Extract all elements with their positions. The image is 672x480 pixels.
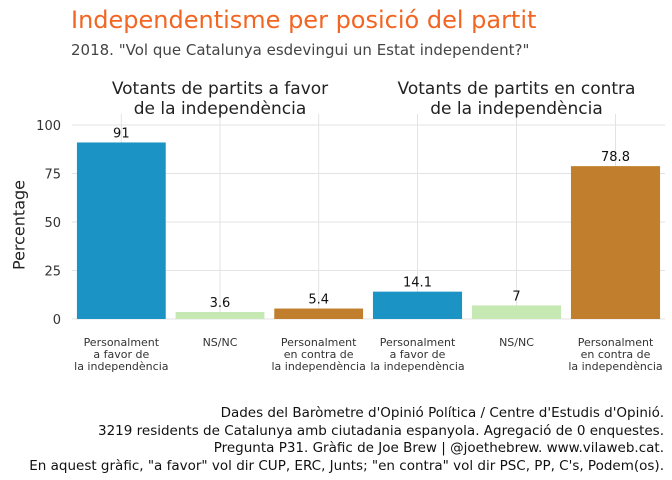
bar — [274, 308, 364, 319]
data-label: 91 — [113, 126, 130, 141]
x-tick-label: la independència — [74, 360, 168, 373]
x-tick-label: la independència — [271, 360, 365, 373]
x-tick-label: Personalment — [380, 336, 456, 349]
caption-line: 3219 residents de Catalunya amb ciutadan… — [98, 422, 664, 439]
bar — [570, 166, 661, 319]
bar — [372, 291, 463, 319]
caption: Dades del Baròmetre d'Opinió Política / … — [29, 405, 664, 475]
panel-title: de la independència — [134, 99, 306, 119]
bar — [76, 142, 166, 319]
x-tick-label: la independència — [370, 360, 464, 373]
data-label: 7 — [512, 289, 520, 304]
data-label: 14.1 — [403, 276, 432, 291]
y-tick-label: 0 — [53, 313, 61, 328]
panel-title: Votants de partits en contra — [398, 79, 636, 99]
x-tick-label: NS/NC — [499, 336, 534, 349]
panel-title: de la independència — [430, 99, 602, 119]
x-tick-label: la independència — [568, 360, 662, 373]
x-tick-label: Personalment — [281, 336, 357, 349]
bar — [471, 305, 562, 319]
caption-line: Pregunta P31. Gràfic de Joe Brew | @joet… — [213, 440, 664, 456]
y-tick-label: 75 — [44, 168, 61, 183]
x-tick-label: a favor de — [390, 348, 446, 361]
x-tick-label: Personalment — [84, 336, 160, 349]
chart-title: Independentisme per posició del partit — [71, 6, 537, 34]
data-label: 78.8 — [601, 150, 630, 165]
bar — [175, 312, 265, 319]
x-tick-label: en contra de — [581, 348, 651, 361]
caption-line: Dades del Baròmetre d'Opinió Política / … — [220, 405, 664, 421]
data-label: 3.6 — [210, 296, 231, 311]
x-tick-label: NS/NC — [203, 336, 238, 349]
chart-subtitle: 2018. "Vol que Catalunya esdevingui un E… — [71, 41, 530, 59]
x-tick-label: a favor de — [93, 348, 149, 361]
x-tick-label: Personalment — [578, 336, 654, 349]
x-tick-label: en contra de — [284, 348, 354, 361]
y-tick-label: 100 — [36, 119, 61, 134]
y-tick-label: 50 — [44, 216, 61, 231]
caption-line: En aquest gràfic, "a favor" vol dir CUP,… — [29, 457, 664, 474]
data-label: 5.4 — [308, 293, 329, 308]
panel-title: Votants de partits a favor — [112, 79, 328, 99]
y-tick-label: 25 — [44, 265, 61, 280]
